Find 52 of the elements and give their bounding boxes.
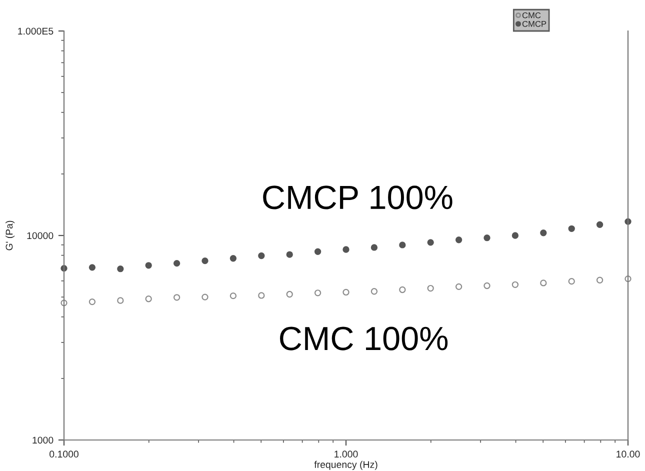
annotation: CMC 100% [280, 326, 448, 350]
annotation: CMCP 100% [263, 186, 452, 210]
point [145, 262, 152, 269]
point [455, 236, 462, 244]
point [512, 232, 519, 239]
point [512, 281, 519, 288]
point [484, 282, 490, 290]
point [88, 298, 96, 306]
point [596, 276, 604, 284]
point [173, 260, 180, 267]
point [88, 264, 96, 271]
point [540, 230, 547, 236]
x-tick-label: 1.000 [334, 450, 358, 458]
point [342, 288, 350, 296]
point [624, 275, 632, 282]
point [202, 257, 208, 264]
point [314, 290, 322, 296]
point [60, 300, 68, 306]
legend-label: CMC [522, 12, 541, 18]
point [173, 294, 180, 301]
point [596, 221, 604, 228]
point [370, 244, 378, 251]
point [568, 278, 575, 285]
point [370, 288, 378, 295]
y-tick-label: 1.000E5 [18, 28, 54, 35]
point [258, 292, 265, 299]
point [399, 242, 406, 248]
point [117, 266, 124, 272]
point [314, 248, 322, 255]
point [427, 239, 434, 246]
point [427, 284, 434, 292]
point [455, 283, 462, 290]
point [117, 297, 124, 304]
legend-label: CMCP [522, 20, 546, 27]
point [286, 251, 293, 258]
y-tick-label: 1000 [32, 436, 54, 444]
point [258, 252, 265, 260]
point [399, 286, 406, 294]
x-tick-label: 0.1000 [50, 450, 78, 458]
y-axis-title: G' (Pa) [6, 220, 15, 250]
point [230, 255, 237, 262]
point [145, 296, 152, 302]
point [568, 225, 575, 232]
point [540, 280, 547, 286]
point [230, 292, 237, 300]
x-tick-label: 10.00 [616, 450, 640, 458]
point [342, 246, 350, 253]
point [202, 294, 208, 300]
point [484, 234, 490, 242]
x-axis-title: frequency (Hz) [314, 460, 378, 470]
point [286, 290, 293, 298]
y-tick-label: 10000 [27, 232, 54, 240]
